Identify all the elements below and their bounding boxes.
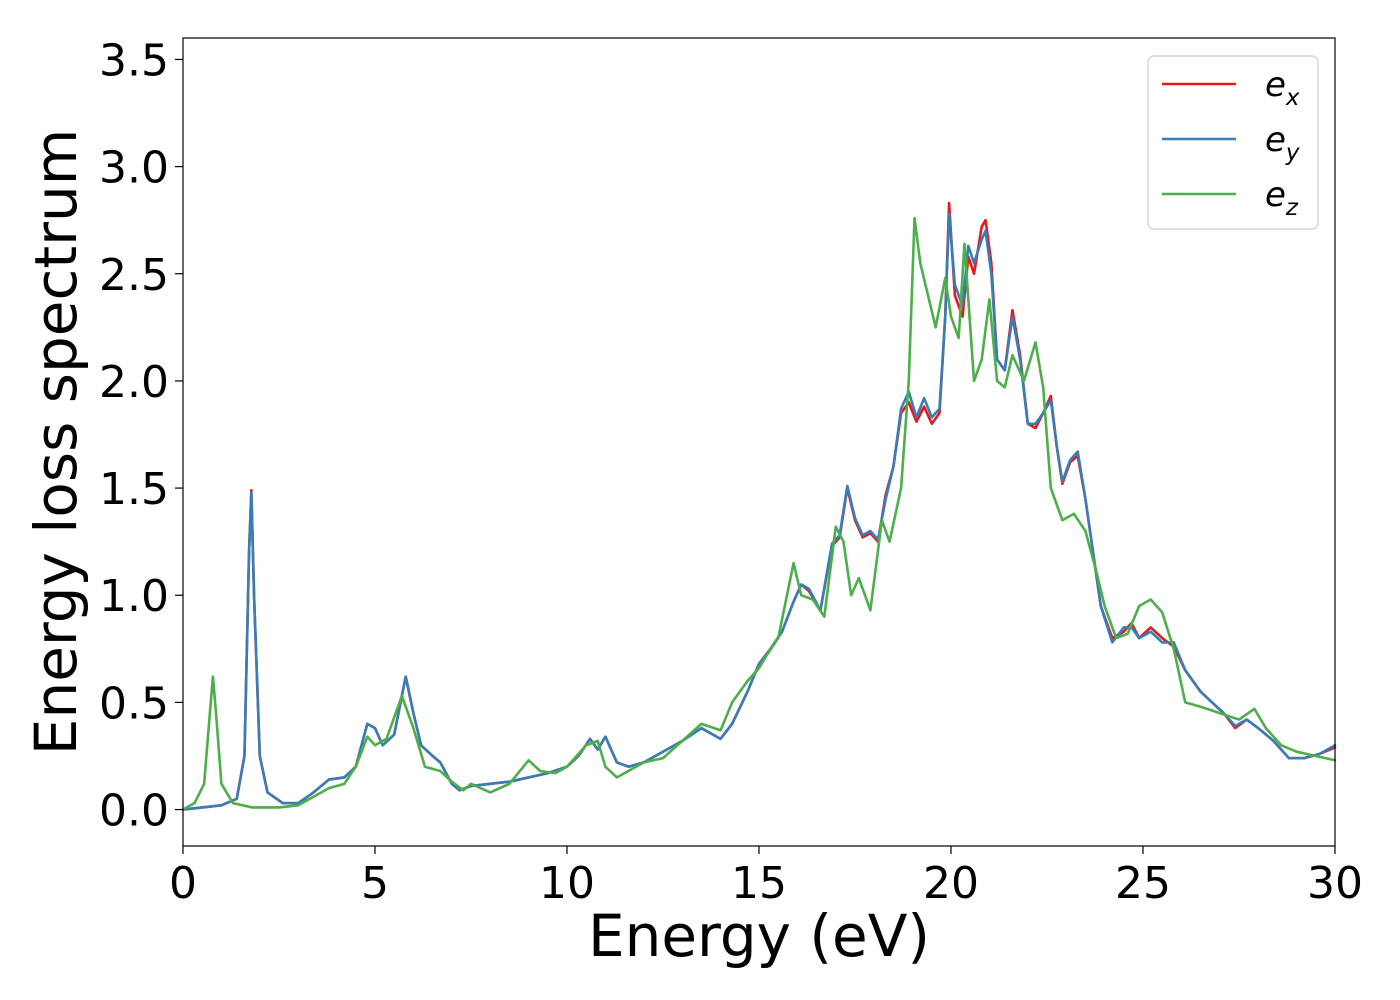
x-tick-label: 5 — [361, 858, 389, 909]
y-tick-label: 0.0 — [99, 786, 169, 837]
y-tick-label: 1.0 — [99, 571, 169, 622]
legend-label-y: ey — [1265, 120, 1300, 166]
legend-box — [1147, 55, 1319, 230]
y-tick-label: 2.0 — [99, 357, 169, 408]
x-tick-label: 0 — [169, 858, 197, 909]
x-tick-label: 30 — [1307, 858, 1363, 909]
series-layer — [181, 201, 1337, 811]
y-tick-label: 3.0 — [99, 143, 169, 194]
x-axis-title: Energy (eV) — [588, 902, 930, 970]
y-axis-title: Energy loss spectrum — [22, 129, 90, 755]
y-tick-label: 1.5 — [99, 464, 169, 515]
legend: ex ey ez — [1147, 55, 1319, 230]
axes-layer: 0 5 10 15 20 25 30 0.0 0.5 1.0 1.5 2.0 2.5 3.0 3.5 — [99, 35, 1363, 909]
legend-label-z: ez — [1265, 175, 1299, 221]
x-tick-label: 20 — [923, 858, 979, 909]
x-tick-label: 25 — [1115, 858, 1171, 909]
series-line-z — [181, 216, 1337, 811]
plot-frame — [182, 37, 1336, 847]
y-tick-label: 0.5 — [99, 678, 169, 729]
y-tick-label: 3.5 — [99, 35, 169, 86]
legend-label-x: ex — [1265, 65, 1300, 111]
x-tick-label: 15 — [731, 858, 787, 909]
x-tick-label: 10 — [539, 858, 595, 909]
y-tick-label: 2.5 — [99, 250, 169, 301]
series-line-y — [181, 212, 1337, 811]
